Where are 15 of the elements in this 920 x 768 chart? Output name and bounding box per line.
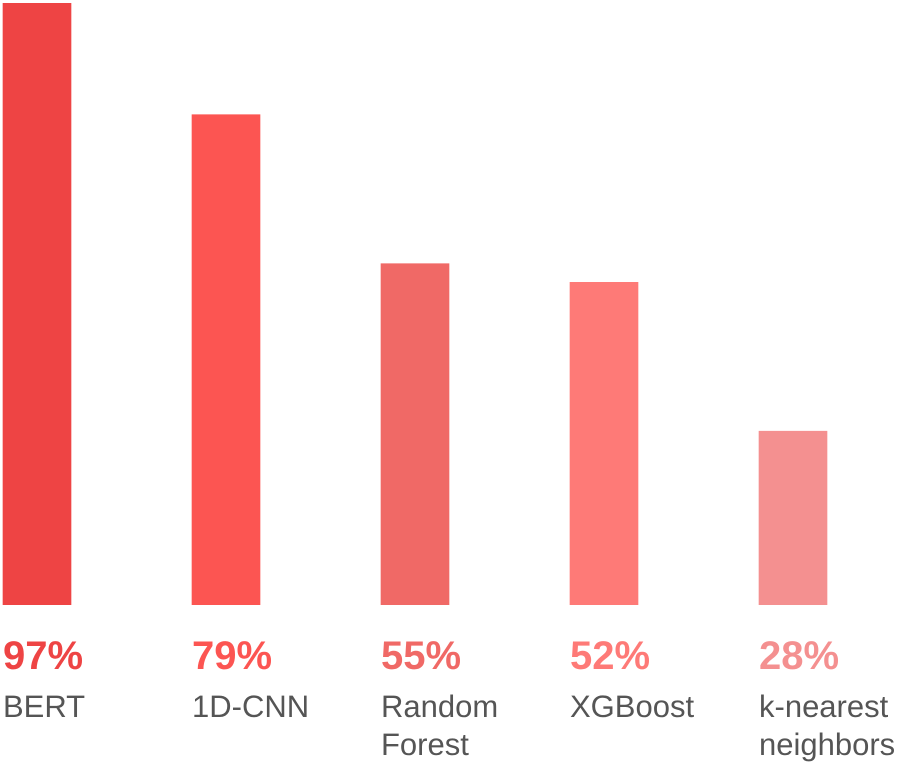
data-label: 97%	[3, 634, 84, 678]
data-label: 55%	[381, 634, 462, 678]
x-tick-label: k-nearest neighbors	[759, 689, 896, 762]
x-tick-label: BERT	[3, 689, 86, 724]
bar	[192, 114, 260, 605]
x-tick-label: XGBoost	[570, 689, 694, 724]
data-label: 79%	[192, 634, 272, 678]
data-label: 28%	[759, 634, 840, 678]
bar	[758, 430, 828, 605]
data-label: 52%	[570, 634, 650, 678]
x-tick-label: Random Forest	[381, 689, 498, 762]
bar	[570, 282, 638, 605]
x-tick-label: 1D-CNN	[192, 689, 310, 724]
bar	[380, 263, 450, 605]
bar	[2, 3, 72, 605]
